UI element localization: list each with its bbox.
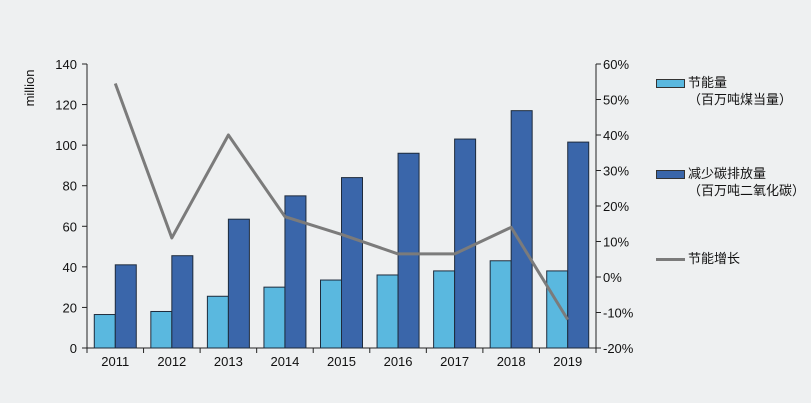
legend-swatch-carbon-reduction: [656, 170, 685, 179]
x-tick-label: 2015: [327, 354, 356, 369]
bar-energy-saving: [206, 295, 229, 349]
bar-energy-saving: [546, 270, 569, 349]
bar-energy-saving: [489, 260, 512, 349]
y2-tick-label: 40%: [603, 128, 629, 143]
legend-label-growth: 节能增长: [688, 252, 741, 267]
y-tick-label: 80: [63, 179, 77, 194]
x-tick-label: 2014: [270, 354, 299, 369]
legend-label-carbon-reduction-unit: （百万吨二氧化碳）: [688, 184, 806, 199]
x-tick-label: 2016: [384, 354, 413, 369]
bar-energy-saving: [263, 286, 286, 349]
y2-tick-label: 60%: [603, 57, 629, 72]
bars: [93, 110, 590, 349]
legend-label-carbon-reduction: 减少碳排放量: [688, 167, 767, 182]
y-tick-label: 0: [70, 341, 77, 356]
bar-carbon-reduction: [114, 264, 137, 349]
y2-tick-label: 20%: [603, 199, 629, 214]
y2-tick-label: -20%: [603, 341, 634, 356]
y-tick-label: 140: [55, 57, 77, 72]
growth-line: [113, 83, 570, 321]
bar-carbon-reduction: [454, 138, 477, 349]
x-tick-label: 2018: [497, 354, 526, 369]
x-tick-label: 2012: [157, 354, 186, 369]
bar-carbon-reduction: [227, 218, 250, 349]
bar-carbon-reduction: [567, 141, 590, 349]
y2-tick-label: 50%: [603, 93, 629, 108]
x-tick-label: 2013: [214, 354, 243, 369]
legend-label-energy-saving: 节能量: [688, 76, 728, 91]
growth-line-layer: [113, 83, 570, 321]
bar-energy-saving: [93, 314, 116, 349]
bar-carbon-reduction: [171, 255, 194, 349]
legend-label-energy-saving-unit: （百万吨煤当量）: [688, 93, 793, 108]
bar-energy-saving: [320, 279, 342, 349]
y-tick-label: 40: [63, 260, 77, 275]
y-tick-label: 60: [63, 219, 77, 234]
bar-energy-saving: [150, 310, 173, 349]
x-tick-label: 2011: [101, 354, 129, 369]
y2-tick-label: 0%: [603, 270, 622, 285]
legend-swatch-energy-saving: [656, 79, 685, 88]
y-tick-label: 120: [55, 98, 77, 113]
y2-tick-label: 30%: [603, 164, 629, 179]
bar-energy-saving: [376, 274, 399, 349]
axes: 0 20 40 60 80 100 120 140 -20% -10% 0% 10% 20% 30% 40%…: [55, 57, 633, 369]
y2-tick-label: 10%: [603, 235, 629, 250]
y-tick-label: 20: [63, 300, 77, 315]
y-tick-label: 100: [55, 138, 77, 153]
legend-line-growth: [656, 258, 685, 261]
y2-tick-label: -10%: [603, 306, 634, 321]
x-tick-label: 2017: [440, 354, 469, 369]
bar-carbon-reduction: [284, 195, 307, 349]
bar-carbon-reduction: [397, 152, 420, 349]
bar-energy-saving: [433, 270, 456, 349]
bar-carbon-reduction: [510, 110, 533, 349]
x-tick-label: 2019: [553, 354, 582, 369]
y-axis-label: million: [22, 70, 37, 107]
bar-carbon-reduction: [341, 177, 363, 349]
